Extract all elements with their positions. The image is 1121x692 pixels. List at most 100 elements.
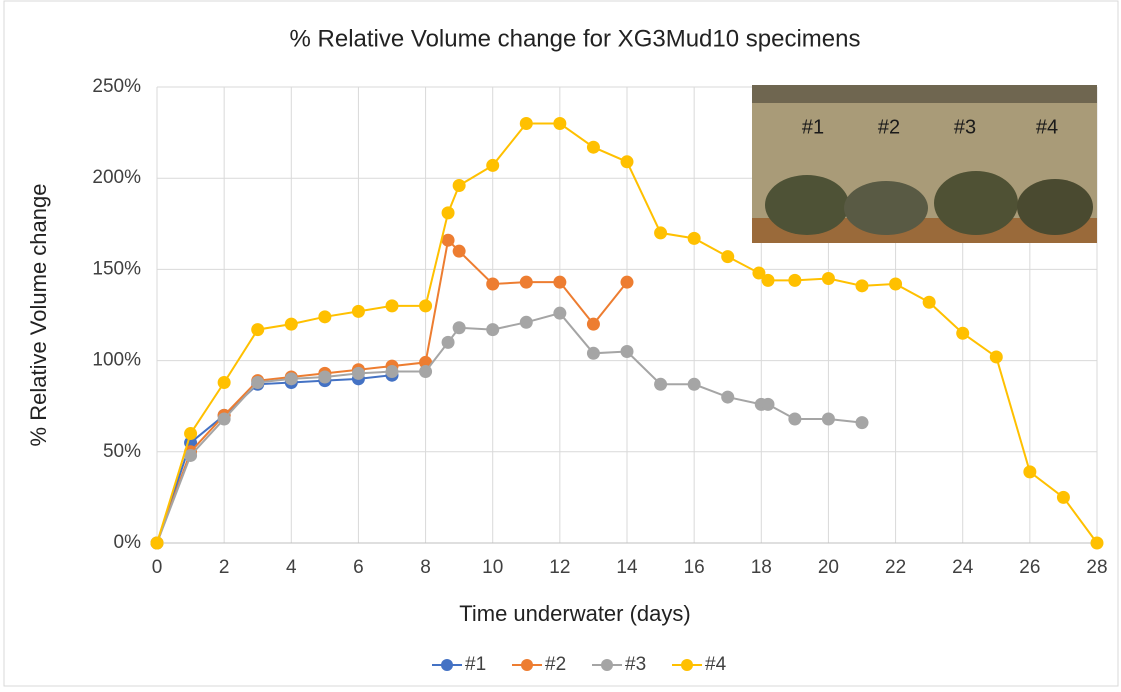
data-point (855, 416, 869, 430)
data-point (889, 277, 903, 291)
data-point (788, 273, 802, 287)
data-point (419, 365, 433, 379)
data-point (553, 306, 567, 320)
x-tick-label: 0 (152, 557, 163, 578)
data-point (721, 250, 735, 264)
data-point (654, 226, 668, 240)
data-point (184, 427, 198, 441)
data-point (1056, 490, 1070, 504)
data-point (217, 412, 231, 426)
data-point (284, 317, 298, 331)
data-point (452, 244, 466, 258)
data-point (184, 448, 198, 462)
data-point (687, 377, 701, 391)
data-point (251, 323, 265, 337)
data-point (150, 536, 164, 550)
data-point (761, 273, 775, 287)
legend-label: #3 (625, 654, 646, 675)
data-point (351, 304, 365, 318)
legend-marker (521, 659, 533, 671)
x-tick-label: 28 (1086, 557, 1107, 578)
data-point (620, 155, 634, 169)
data-point (419, 299, 433, 313)
data-point (284, 372, 298, 386)
plot: 0%50%100%150%200%250%0 2 4 6 8 10 12 14 16 18 20 22… (92, 76, 1107, 578)
legend-marker (681, 659, 693, 671)
x-tick-label: 4 (286, 557, 297, 578)
data-point (385, 299, 399, 313)
data-point (586, 346, 600, 360)
legend-label: #4 (705, 654, 727, 675)
photo-mound (765, 175, 849, 235)
y-tick-label: 200% (92, 167, 141, 188)
inset-label: #4 (1036, 116, 1058, 138)
data-point (821, 272, 835, 286)
data-point (721, 390, 735, 404)
data-point (752, 266, 766, 280)
data-point (821, 412, 835, 426)
data-point (351, 366, 365, 380)
data-point (922, 295, 936, 309)
data-point (956, 326, 970, 340)
inset-label: #1 (802, 116, 824, 138)
data-point (553, 116, 567, 130)
x-tick-label: 18 (751, 557, 772, 578)
data-point (441, 233, 455, 247)
legend-label: #1 (465, 654, 486, 675)
x-tick-label: 20 (818, 557, 839, 578)
x-tick-label: 10 (482, 557, 503, 578)
x-tick-label: 26 (1019, 557, 1040, 578)
x-tick-label: 2 (219, 557, 230, 578)
data-point (553, 275, 567, 289)
y-axis-label: % Relative Volume change (26, 184, 51, 447)
data-point (519, 116, 533, 130)
y-tick-label: 50% (103, 441, 141, 462)
x-axis-label: Time underwater (days) (459, 601, 690, 626)
photo-mound (934, 171, 1018, 235)
x-tick-label: 8 (420, 557, 431, 578)
data-point (251, 375, 265, 389)
legend-item: #1 (432, 654, 486, 675)
data-point (855, 279, 869, 293)
legend-item: #3 (592, 654, 646, 675)
data-point (761, 397, 775, 411)
y-tick-label: 0% (114, 532, 142, 553)
x-tick-label: 22 (885, 557, 906, 578)
inset-label: #2 (878, 116, 900, 138)
data-point (318, 310, 332, 324)
y-tick-label: 100% (92, 350, 141, 371)
data-point (654, 377, 668, 391)
legend-item: #2 (512, 654, 566, 675)
data-point (620, 275, 634, 289)
y-tick-label: 250% (92, 76, 141, 97)
inset-photo: #1 #2 #3 #4 (752, 85, 1097, 243)
x-tick-label: 6 (353, 557, 364, 578)
data-point (452, 321, 466, 335)
data-point (486, 158, 500, 172)
data-point (318, 370, 332, 384)
data-point (989, 350, 1003, 364)
data-point (1023, 465, 1037, 479)
photo-mound (1017, 179, 1093, 235)
y-tick-label: 150% (92, 258, 141, 279)
x-tick-label: 14 (616, 557, 638, 578)
legend-marker (441, 659, 453, 671)
data-point (486, 277, 500, 291)
data-point (519, 315, 533, 329)
x-tick-label: 16 (684, 557, 705, 578)
legend-marker (601, 659, 613, 671)
data-point (687, 231, 701, 245)
data-point (486, 323, 500, 337)
data-point (519, 275, 533, 289)
data-point (452, 178, 466, 192)
data-point (419, 355, 433, 369)
data-point (217, 375, 231, 389)
data-point (385, 365, 399, 379)
data-point (586, 317, 600, 331)
inset-label: #3 (954, 116, 976, 138)
data-point (620, 344, 634, 358)
data-point (788, 412, 802, 426)
data-point (586, 140, 600, 154)
data-point (1090, 536, 1104, 550)
